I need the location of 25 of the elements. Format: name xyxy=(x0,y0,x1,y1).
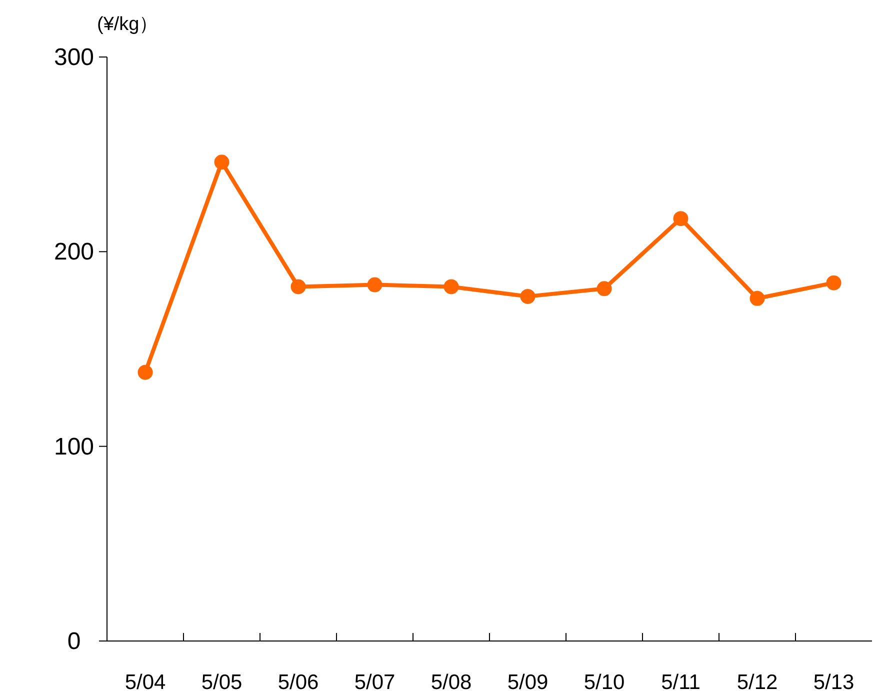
x-tick-label: 5/13 xyxy=(813,671,854,691)
y-tick-label: 100 xyxy=(54,433,94,460)
point xyxy=(826,275,842,290)
x-tick-label: 5/09 xyxy=(507,671,548,691)
x-tick-label: 5/06 xyxy=(278,671,319,691)
point xyxy=(214,154,230,170)
x-tick-label: 5/05 xyxy=(201,671,242,691)
point xyxy=(290,279,306,294)
y-tick-label: 200 xyxy=(54,238,94,266)
point xyxy=(367,277,382,292)
y-tick-label: 300 xyxy=(54,44,94,71)
x-tick-label: 5/08 xyxy=(430,671,472,691)
y-tick-label: 0 xyxy=(67,628,81,655)
x-tick-label: 5/07 xyxy=(354,671,396,691)
point xyxy=(138,364,153,380)
point xyxy=(673,211,688,226)
x-tick-label: 5/10 xyxy=(584,671,625,691)
point xyxy=(596,281,612,296)
x-tick-label: 5/11 xyxy=(661,671,700,691)
x-tick-label: 5/04 xyxy=(124,671,166,691)
y-axis-title: (¥/kg） xyxy=(97,14,158,35)
x-tick-label: 5/12 xyxy=(736,671,778,691)
point xyxy=(444,279,459,294)
point xyxy=(750,290,765,306)
point xyxy=(520,288,536,304)
